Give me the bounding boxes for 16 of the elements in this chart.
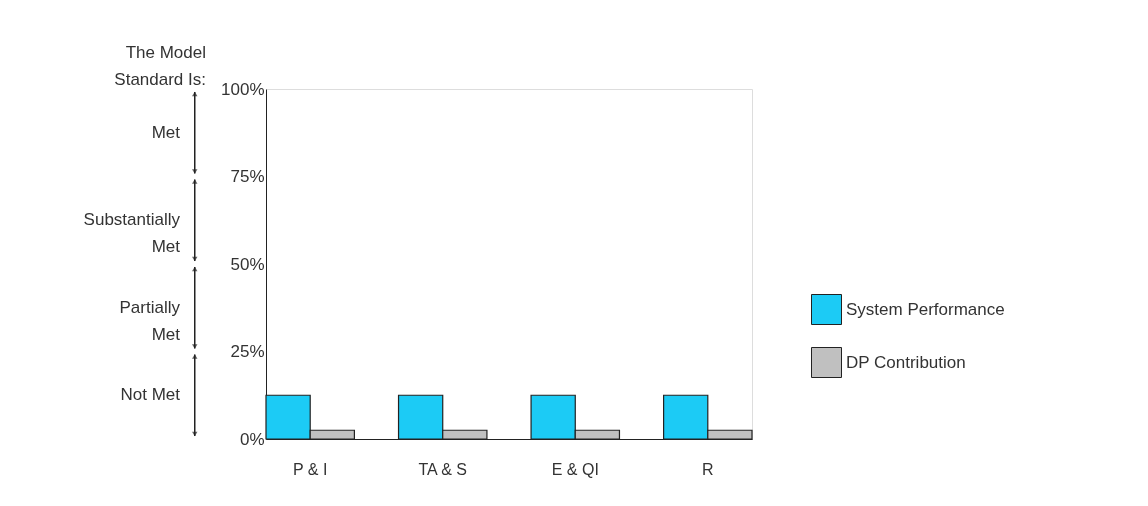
text: Substantially Met	[83, 210, 181, 257]
x-tick-label: P & I	[293, 460, 328, 478]
legend-label: DP Contribution	[846, 352, 966, 372]
legend-label: System Performance	[846, 299, 1005, 319]
x-tick-label: TA & S	[418, 460, 468, 478]
text: Partially Met	[119, 297, 181, 344]
x-tick-label: R	[702, 460, 714, 478]
y-tick-label: 75%	[230, 167, 265, 186]
y-tick-label: 0%	[239, 429, 265, 449]
y-tick-label: 100%	[221, 79, 265, 99]
text: Met	[151, 122, 181, 142]
y-tick-label: 25%	[230, 342, 265, 361]
text: Not Met	[120, 385, 181, 405]
text: The Model Standard Is:	[114, 43, 206, 89]
y-tick-label: 50%	[230, 254, 265, 274]
x-tick-label: E & QI	[551, 460, 599, 478]
